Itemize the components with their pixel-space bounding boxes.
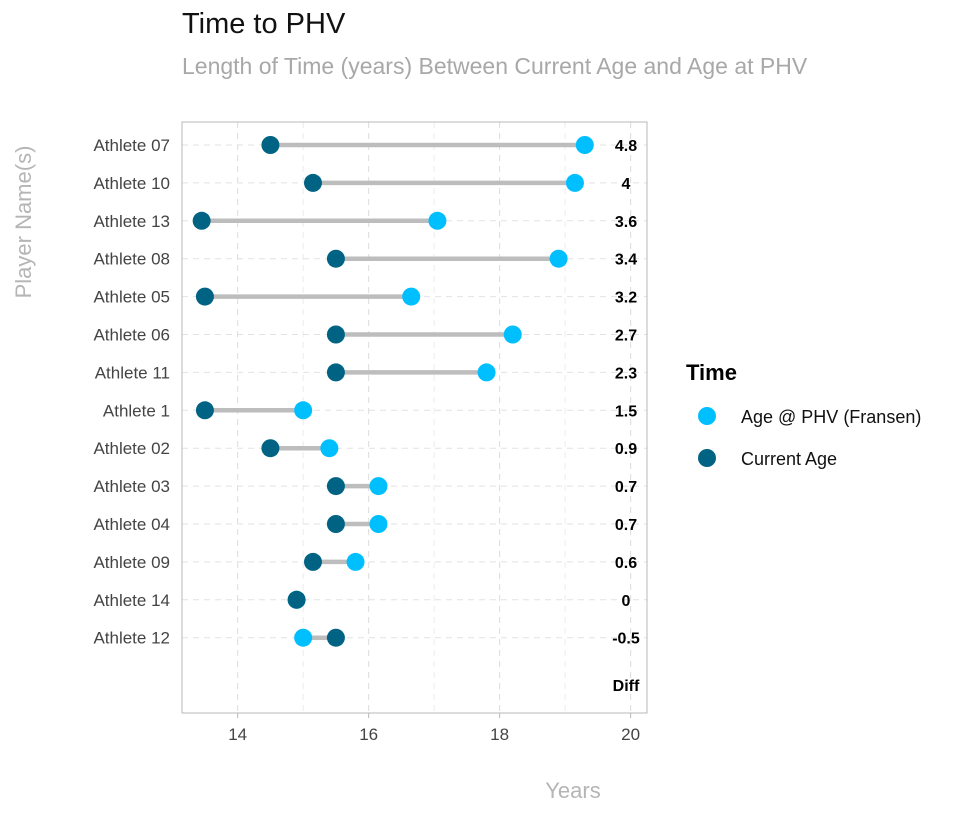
point-phv-age [402, 287, 421, 306]
y-tick-label: Athlete 07 [93, 136, 170, 155]
diff-label: 4 [622, 176, 631, 193]
diff-label: 2.3 [615, 365, 637, 382]
y-tick-label: Athlete 06 [93, 326, 170, 345]
diff-label: 0.9 [615, 441, 637, 458]
point-phv-age [369, 477, 388, 496]
point-phv-age [294, 401, 313, 420]
point-current-age [303, 552, 322, 571]
point-current-age [192, 211, 211, 230]
y-tick-label: Athlete 12 [93, 629, 170, 648]
legend-label-phv: Age @ PHV (Fransen) [741, 407, 921, 427]
point-current-age [326, 249, 345, 268]
y-axis-title: Player Name(s) [11, 146, 36, 299]
point-current-age [326, 515, 345, 533]
x-axis-title: Years [545, 778, 600, 803]
point-phv-age [575, 136, 594, 154]
point-current-age [261, 136, 280, 154]
x-tick-label: 14 [228, 725, 247, 744]
y-tick-label: Athlete 13 [93, 212, 170, 231]
point-current-age [326, 325, 345, 344]
point-phv-age [346, 552, 365, 571]
diff-label: 1.5 [615, 403, 637, 420]
legend: Time Age @ PHV (Fransen) Current Age [686, 360, 921, 469]
diff-label: 0 [622, 593, 631, 610]
diff-label: 3.4 [615, 252, 637, 269]
point-phv-age [428, 211, 447, 230]
x-axis-ticks: 14 16 18 20 [228, 713, 640, 744]
y-tick-label: Athlete 10 [93, 174, 170, 193]
point-phv-age [320, 439, 339, 458]
legend-marker-current [698, 449, 716, 467]
y-tick-label: Athlete 09 [93, 553, 170, 572]
legend-label-current: Current Age [741, 449, 837, 469]
y-tick-label: Athlete 05 [93, 288, 170, 307]
diff-label: 4.8 [615, 138, 637, 155]
y-tick-label: Athlete 02 [93, 439, 170, 458]
point-phv-age [369, 515, 388, 533]
connector-lines [201, 142, 585, 640]
y-tick-label: Athlete 11 [95, 363, 170, 382]
diff-header: Diff [613, 678, 640, 695]
y-tick-label: Athlete 08 [93, 250, 170, 269]
point-current-age [326, 628, 345, 647]
point-current-age [303, 173, 322, 192]
point-current-age [195, 401, 214, 420]
point-current-age [326, 477, 345, 496]
legend-title: Time [686, 360, 737, 385]
point-current-age [287, 590, 306, 609]
diff-label: 2.7 [615, 328, 637, 345]
diff-label: 0.7 [615, 479, 637, 496]
diff-label: -0.5 [612, 631, 640, 648]
y-tick-label: Athlete 1 [103, 401, 170, 420]
diff-labels: 4.8 4 3.6 3.4 3.2 2.7 2.3 1.5 0.9 0.7 0.7 0.6 0 -0.5 [612, 138, 640, 648]
y-tick-label: Athlete 14 [93, 591, 170, 610]
y-tick-label: Athlete 04 [93, 515, 170, 534]
y-axis-labels: Athlete 07 Athlete 10 Athlete 13 Athlete 08… [93, 136, 170, 648]
point-current-age [261, 439, 280, 458]
plot-border [181, 121, 648, 714]
chart-title: Time to PHV [182, 8, 346, 40]
diff-label: 0.7 [615, 517, 637, 534]
y-tick-label: Athlete 03 [93, 477, 170, 496]
data-points [192, 136, 594, 647]
diff-label: 3.6 [615, 214, 637, 231]
x-tick-label: 18 [490, 725, 509, 744]
point-phv-age [565, 173, 584, 192]
point-phv-age [503, 325, 522, 344]
legend-marker-phv [698, 407, 716, 425]
point-phv-age [294, 628, 313, 647]
diff-label: 0.6 [615, 555, 637, 572]
point-phv-age [549, 249, 568, 268]
point-current-age [195, 287, 214, 306]
diff-label: 3.2 [615, 290, 637, 307]
x-tick-label: 16 [359, 725, 378, 744]
x-tick-label: 20 [621, 725, 640, 744]
grid-lines [182, 122, 647, 713]
chart-subtitle: Length of Time (years) Between Current A… [182, 53, 808, 79]
point-current-age [326, 363, 345, 382]
point-phv-age [477, 363, 496, 382]
